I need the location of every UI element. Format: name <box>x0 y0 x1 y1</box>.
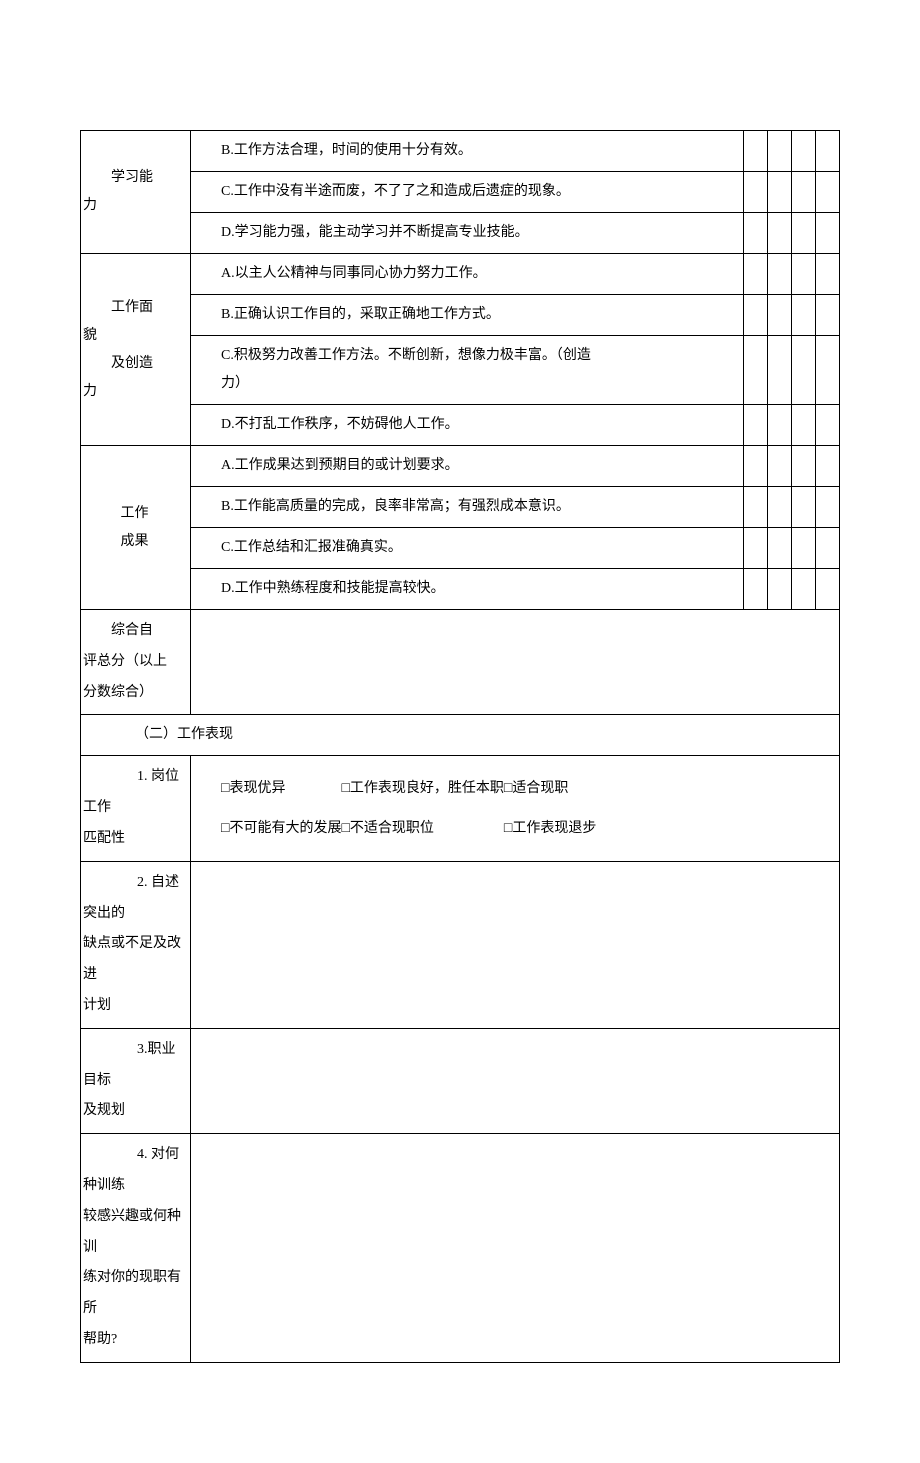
sec2-input-2[interactable] <box>191 861 840 1028</box>
text: 工作 <box>121 506 149 521</box>
score-cell[interactable] <box>816 172 840 213</box>
score-cell[interactable] <box>816 487 840 528</box>
sec2-label-3: 3.职业目标及规划 <box>81 1028 191 1133</box>
item-label: A.以主人公精神与同事同心协力努力工作。 <box>191 254 744 295</box>
score-cell[interactable] <box>816 405 840 446</box>
score-cell[interactable] <box>744 528 768 569</box>
score-cell[interactable] <box>792 131 816 172</box>
sec2-options[interactable]: □表现优异 □工作表现良好，胜任本职□适合现职□不可能有大的发展□不适合现职位 … <box>191 756 840 861</box>
score-cell[interactable] <box>768 569 792 610</box>
item-label: B.正确认识工作目的，采取正确地工作方式。 <box>191 295 744 336</box>
score-cell[interactable] <box>744 172 768 213</box>
score-cell[interactable] <box>768 487 792 528</box>
score-cell[interactable] <box>744 446 768 487</box>
score-cell[interactable] <box>792 487 816 528</box>
score-cell[interactable] <box>744 336 768 405</box>
score-cell[interactable] <box>768 295 792 336</box>
score-cell[interactable] <box>816 336 840 405</box>
sec2-input-3[interactable] <box>191 1028 840 1133</box>
score-cell[interactable] <box>816 295 840 336</box>
category-attitude: 工作面貌 及创造力 <box>81 254 191 446</box>
summary-label: 综合自评总分（以上分数综合） <box>81 610 191 715</box>
sec2-label-2: 2. 自述突出的缺点或不足及改进计划 <box>81 861 191 1028</box>
item-label: A.工作成果达到预期目的或计划要求。 <box>191 446 744 487</box>
score-cell[interactable] <box>816 528 840 569</box>
sec2-label-1: 1. 岗位工作匹配性 <box>81 756 191 861</box>
score-cell[interactable] <box>744 569 768 610</box>
category-learning: 学习能力 <box>81 131 191 254</box>
score-cell[interactable] <box>768 405 792 446</box>
text: 成果 <box>121 534 149 549</box>
score-cell[interactable] <box>744 131 768 172</box>
score-cell[interactable] <box>792 446 816 487</box>
score-cell[interactable] <box>744 254 768 295</box>
score-cell[interactable] <box>816 254 840 295</box>
item-label: C.工作中没有半途而废，不了了之和造成后遗症的现象。 <box>191 172 744 213</box>
score-cell[interactable] <box>816 569 840 610</box>
score-cell[interactable] <box>768 131 792 172</box>
section2-heading: （二）工作表现 <box>81 715 840 756</box>
score-cell[interactable] <box>816 446 840 487</box>
score-cell[interactable] <box>792 213 816 254</box>
evaluation-table: 学习能力 B.工作方法合理，时间的使用十分有效。 C.工作中没有半途而废，不了了… <box>80 130 840 1363</box>
score-cell[interactable] <box>768 336 792 405</box>
score-cell[interactable] <box>816 213 840 254</box>
score-cell[interactable] <box>768 446 792 487</box>
score-cell[interactable] <box>768 172 792 213</box>
score-cell[interactable] <box>792 405 816 446</box>
score-cell[interactable] <box>792 336 816 405</box>
score-cell[interactable] <box>768 528 792 569</box>
score-cell[interactable] <box>792 254 816 295</box>
score-cell[interactable] <box>768 213 792 254</box>
item-label: B.工作能高质量的完成，良率非常高；有强烈成本意识。 <box>191 487 744 528</box>
score-cell[interactable] <box>768 254 792 295</box>
score-cell[interactable] <box>744 487 768 528</box>
score-cell[interactable] <box>792 295 816 336</box>
category-results: 工作成果 <box>81 446 191 610</box>
item-label: D.工作中熟练程度和技能提高较快。 <box>191 569 744 610</box>
sec2-input-4[interactable] <box>191 1134 840 1363</box>
score-cell[interactable] <box>744 295 768 336</box>
score-cell[interactable] <box>792 172 816 213</box>
score-cell[interactable] <box>744 405 768 446</box>
item-label: B.工作方法合理，时间的使用十分有效。 <box>191 131 744 172</box>
item-label: C.工作总结和汇报准确真实。 <box>191 528 744 569</box>
score-cell[interactable] <box>816 131 840 172</box>
score-cell[interactable] <box>792 569 816 610</box>
score-cell[interactable] <box>744 213 768 254</box>
sec2-label-4: 4. 对何种训练较感兴趣或何种训练对你的现职有所帮助? <box>81 1134 191 1363</box>
item-label: C.积极努力改善工作方法。不断创新，想像力极丰富。（创造力） <box>191 336 744 405</box>
item-label: D.不打乱工作秩序，不妨碍他人工作。 <box>191 405 744 446</box>
score-cell[interactable] <box>792 528 816 569</box>
summary-content[interactable] <box>191 610 840 715</box>
item-label: D.学习能力强，能主动学习并不断提高专业技能。 <box>191 213 744 254</box>
